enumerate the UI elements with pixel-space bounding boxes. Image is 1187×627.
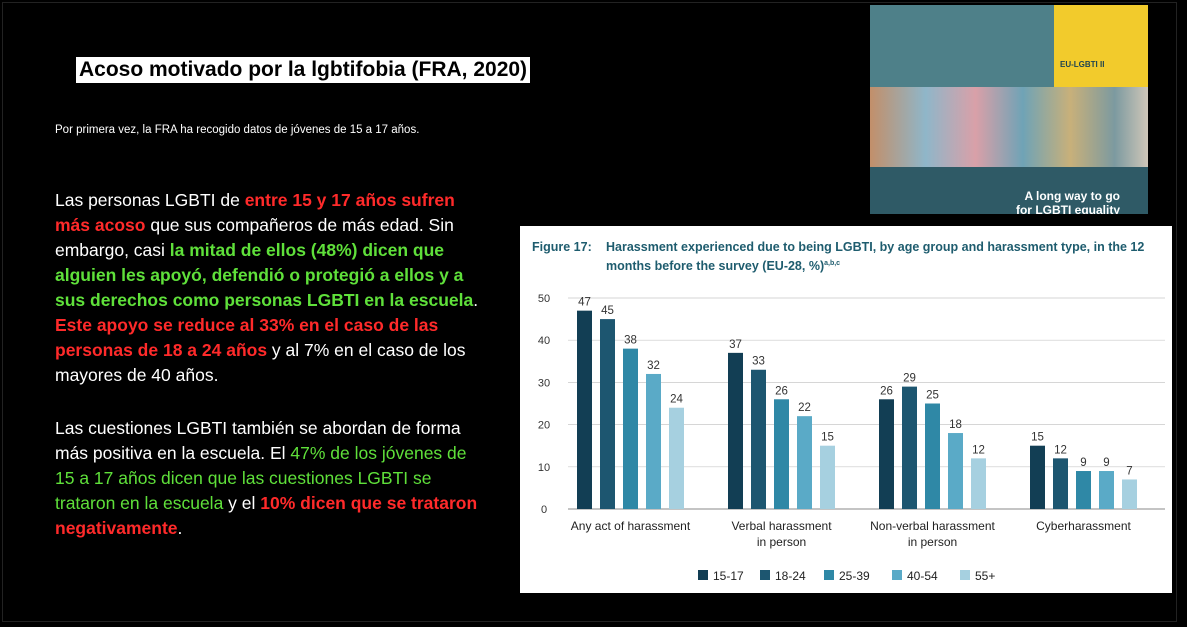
bar	[879, 399, 894, 509]
data-label: 9	[1080, 457, 1086, 469]
text-run: y al 7% en el caso de los mayores de 40 …	[55, 340, 466, 385]
legend-label: 15-17	[713, 569, 744, 583]
x-tick-label: in person	[908, 535, 957, 549]
data-label: 7	[1126, 465, 1132, 477]
text-run: que sus compañeros de más edad. Sin emba…	[55, 215, 454, 260]
text-run: Las personas LGBTI de	[55, 190, 245, 210]
legend-label: 55+	[975, 569, 995, 583]
data-label: 32	[647, 360, 660, 372]
x-tick-label: Non-verbal harassment	[870, 519, 995, 533]
bar	[1030, 445, 1045, 509]
bar	[751, 369, 766, 509]
x-tick-label: Any act of harassment	[571, 519, 691, 533]
data-label: 18	[949, 419, 962, 431]
data-label: 25	[926, 390, 939, 402]
legend-swatch	[698, 570, 708, 580]
cover-caption-line2: for LGBTI equality	[1015, 203, 1120, 214]
x-tick-label: Verbal harassment	[731, 519, 832, 533]
data-label: 29	[903, 373, 916, 385]
text-run: y el	[223, 493, 261, 513]
data-label: 33	[752, 356, 765, 368]
legend-swatch	[760, 570, 770, 580]
cover-bottom-band	[870, 167, 1148, 214]
report-cover-image: EU-LGBTI II A long way to go for LGBTI e…	[870, 5, 1148, 214]
data-label: 12	[972, 444, 985, 456]
bar-chart: 0 10 20 30 40 50 47 45 38 32 24 Any act of harassme…	[538, 293, 1165, 583]
data-label: 9	[1103, 457, 1109, 469]
chart-panel: Figure 17: Harassment experienced due to…	[520, 226, 1172, 593]
bar	[1099, 471, 1114, 509]
bar	[669, 407, 684, 509]
cover-badge: EU-LGBTI II	[1060, 60, 1105, 69]
figure-title-line2: months before the survey (EU-28, %)a,b,c	[606, 255, 840, 275]
data-label: 26	[880, 385, 893, 397]
bar	[948, 433, 963, 509]
data-label: 12	[1054, 444, 1067, 456]
data-label: 45	[601, 305, 614, 317]
bar	[925, 403, 940, 509]
legend-label: 25-39	[839, 569, 870, 583]
bar	[1053, 458, 1068, 509]
data-label: 37	[729, 339, 742, 351]
bar	[1122, 479, 1137, 509]
legend-swatch	[960, 570, 970, 580]
paragraph-school: Las cuestiones LGBTI también se abordan …	[55, 416, 485, 541]
data-label: 15	[1031, 432, 1044, 444]
data-label: 47	[578, 297, 591, 309]
legend-swatch	[892, 570, 902, 580]
x-tick-label: Cyberharassment	[1036, 519, 1131, 533]
legend-swatch	[824, 570, 834, 580]
y-tick-label: 10	[538, 462, 550, 474]
cover-yellow-block	[1054, 5, 1148, 87]
highlight-green: 47% de los jóvenes de 15 a 17 años dicen…	[55, 443, 467, 513]
bar	[623, 348, 638, 509]
figure-label: Figure 17:	[532, 240, 592, 254]
figure-title-text: months before the survey (EU-28, %)	[606, 259, 825, 274]
data-label: 38	[624, 335, 637, 347]
bar	[774, 399, 789, 509]
bar	[797, 416, 812, 509]
highlight-green: la mitad de ellos (48%) dicen que alguie…	[55, 240, 474, 310]
y-tick-label: 20	[538, 420, 550, 432]
text-run: Las cuestiones LGBTI también se abordan …	[55, 418, 461, 463]
data-label: 15	[821, 432, 834, 444]
y-tick-label: 30	[538, 377, 550, 389]
figure-title-footnotes: a,b,c	[824, 260, 841, 267]
y-tick-label: 50	[538, 293, 550, 305]
data-label: 22	[798, 402, 811, 414]
y-tick-label: 40	[538, 335, 550, 347]
cover-caption-line1: A long way to go	[1024, 189, 1120, 203]
cover-photo-strip	[870, 87, 1148, 167]
x-tick-label: in person	[757, 535, 806, 549]
bar	[902, 386, 917, 509]
y-tick-label: 0	[541, 504, 547, 516]
figure-title-line1: Harassment experienced due to being LGBT…	[606, 240, 1145, 254]
slide-title: Acoso motivado por la lgbtifobia (FRA, 2…	[76, 57, 531, 83]
text-run: .	[177, 518, 183, 538]
highlight-red: entre 15 y 17 años sufren más acoso	[55, 190, 455, 235]
data-label: 26	[775, 385, 788, 397]
bar	[646, 373, 661, 509]
legend-label: 18-24	[775, 569, 806, 583]
slide-subtitle: Por primera vez, la FRA ha recogido dato…	[55, 124, 420, 136]
bar	[1076, 471, 1091, 509]
bar	[728, 352, 743, 509]
bar	[971, 458, 986, 509]
paragraph-support: Las personas LGBTI de entre 15 y 17 años…	[55, 188, 485, 388]
bar	[577, 310, 592, 509]
text-run: .	[473, 290, 479, 310]
bar	[600, 319, 615, 509]
highlight-red: 10% dicen que se trataron negativamente	[55, 493, 478, 538]
highlight-red: Este apoyo se reduce al 33% en el caso d…	[55, 315, 439, 360]
legend-label: 40-54	[907, 569, 938, 583]
data-label: 24	[670, 394, 683, 406]
bar	[820, 445, 835, 509]
